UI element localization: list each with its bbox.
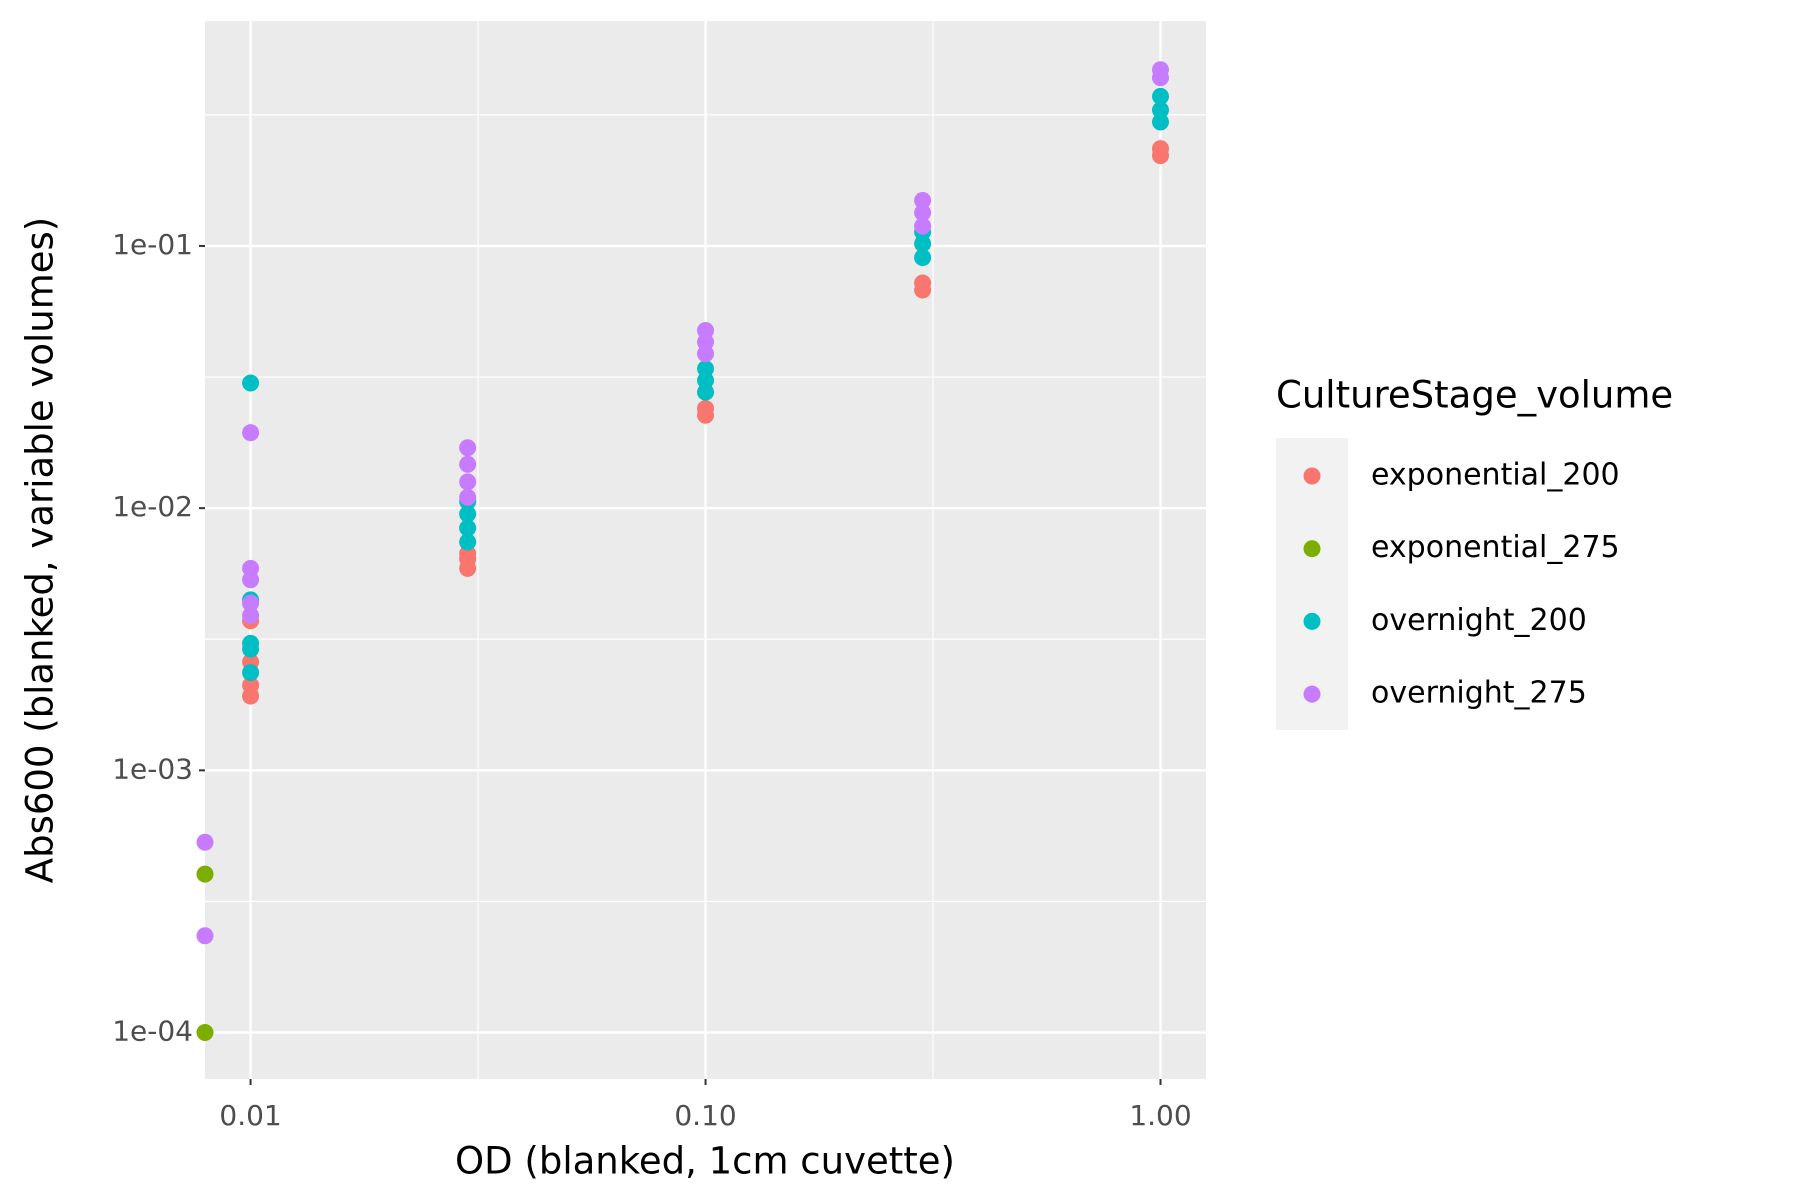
y-tick-label: 1e-01 <box>112 228 193 261</box>
legend-label: overnight_275 <box>1371 676 1587 711</box>
point <box>242 594 260 612</box>
legend-key <box>1303 685 1321 703</box>
x-axis-title: OD (blanked, 1cm cuvette) <box>455 1140 955 1183</box>
point <box>242 571 260 589</box>
legend-title: CultureStage_volume <box>1276 374 1673 417</box>
legend-key <box>1303 467 1321 485</box>
point <box>196 927 214 945</box>
point <box>459 533 477 551</box>
legend-label: exponential_200 <box>1371 458 1620 493</box>
point <box>914 217 932 235</box>
point <box>697 371 715 389</box>
x-tick-label: 0.10 <box>674 1099 736 1132</box>
point <box>1151 140 1169 158</box>
point <box>459 473 477 491</box>
x-tick-label: 0.01 <box>219 1099 281 1132</box>
y-tick-label: 1e-03 <box>112 752 193 785</box>
point <box>1151 87 1169 105</box>
point <box>459 455 477 473</box>
point <box>196 1024 214 1042</box>
point <box>914 249 932 267</box>
y-tick-label: 1e-02 <box>112 490 193 523</box>
point <box>459 439 477 457</box>
point <box>242 606 260 624</box>
point <box>914 204 932 222</box>
legend-key <box>1303 540 1321 558</box>
legend-key <box>1303 612 1321 630</box>
legend-label: exponential_275 <box>1371 530 1620 565</box>
point <box>242 676 260 694</box>
y-tick-label: 1e-04 <box>112 1015 193 1048</box>
point <box>242 374 260 392</box>
point <box>242 424 260 442</box>
point <box>914 274 932 292</box>
point <box>242 664 260 682</box>
point <box>1151 113 1169 131</box>
point <box>697 321 715 339</box>
x-tick-label: 1.00 <box>1129 1099 1191 1132</box>
point <box>914 192 932 210</box>
point <box>459 488 477 506</box>
legend-key-bg <box>1276 438 1348 730</box>
point <box>697 360 715 378</box>
point <box>1151 101 1169 119</box>
point <box>196 865 214 883</box>
point <box>459 505 477 523</box>
point <box>697 345 715 363</box>
point <box>196 833 214 851</box>
point <box>1151 61 1169 79</box>
y-axis-title: Abs600 (blanked, variable volumes) <box>19 217 62 883</box>
point <box>242 634 260 652</box>
point <box>459 519 477 537</box>
legend-label: overnight_200 <box>1371 603 1587 638</box>
point <box>697 399 715 417</box>
point <box>697 383 715 401</box>
point <box>914 235 932 253</box>
